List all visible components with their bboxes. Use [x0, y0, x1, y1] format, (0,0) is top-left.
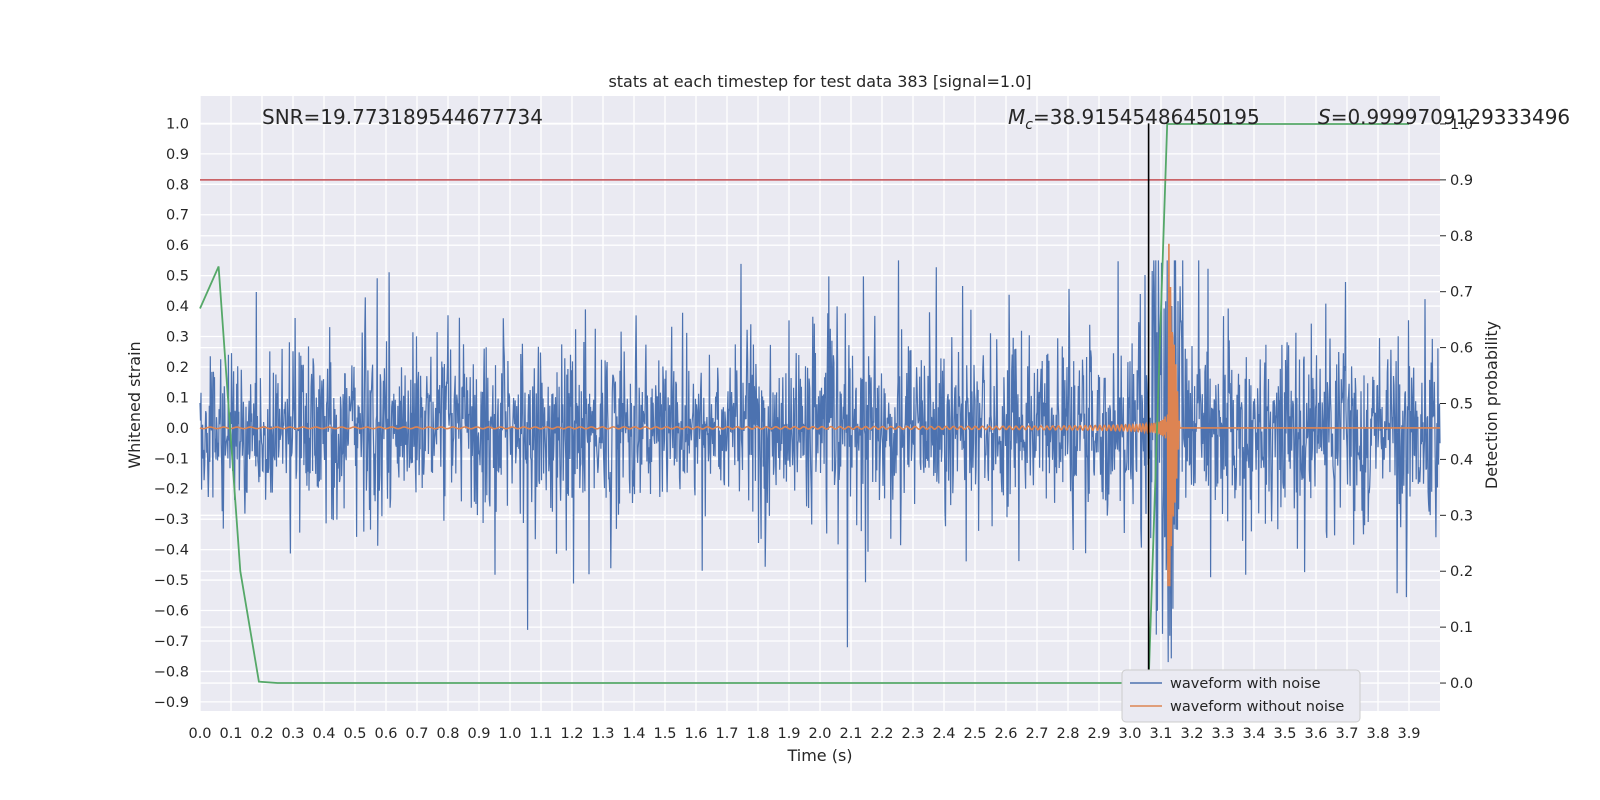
- y-tick-label: 0.5: [166, 269, 189, 285]
- y2-tick-label: 0.5: [1450, 397, 1473, 413]
- x-tick-label: 3.3: [1211, 726, 1234, 742]
- x-tick-label: 3.7: [1335, 726, 1358, 742]
- legend-label-noise: waveform with noise: [1170, 676, 1321, 692]
- x-tick-label: 2.4: [932, 726, 955, 742]
- y-tick-label: −0.6: [154, 604, 189, 620]
- y-axis-label: Whitened strain: [125, 341, 144, 468]
- y2-tick-label: 0.7: [1450, 285, 1473, 301]
- y2-tick-label: 1.0: [1450, 117, 1473, 133]
- x-tick-label: 3.4: [1242, 726, 1265, 742]
- snr-annotation: SNR=19.773189544677734: [262, 105, 543, 129]
- x-tick-label: 2.2: [870, 726, 893, 742]
- y-tick-label: −0.9: [154, 695, 189, 711]
- chirp-mass-value: =38.91545486450195: [1033, 105, 1260, 129]
- y2-axis-ticks: 1.0 0.9 0.8 0.7 0.6 0.5 0.4 0.3 0.2 0.1 0.0: [1440, 117, 1473, 692]
- x-tick-label: 0.4: [312, 726, 335, 742]
- x-tick-label: 0.6: [374, 726, 397, 742]
- x-tick-label: 2.7: [1025, 726, 1048, 742]
- x-tick-label: 1.1: [529, 726, 552, 742]
- x-tick-label: 2.1: [839, 726, 862, 742]
- x-tick-label: 1.7: [715, 726, 738, 742]
- x-tick-label: 2.5: [963, 726, 986, 742]
- x-tick-label: 3.9: [1397, 726, 1420, 742]
- x-tick-label: 2.0: [808, 726, 831, 742]
- y-tick-label: 0.2: [166, 360, 189, 376]
- y2-tick-label: 0.8: [1450, 229, 1473, 245]
- x-tick-label: 3.5: [1273, 726, 1296, 742]
- reference-lines: [200, 123, 1440, 684]
- x-tick-label: 3.0: [1118, 726, 1141, 742]
- x-axis-label: Time (s): [786, 746, 852, 765]
- y2-tick-label: 0.2: [1450, 564, 1473, 580]
- y-tick-label: 0.9: [166, 147, 189, 163]
- x-tick-label: 1.2: [560, 726, 583, 742]
- y2-tick-label: 0.4: [1450, 452, 1473, 468]
- y2-tick-label: 0.1: [1450, 620, 1473, 636]
- series-waveform-with-noise: [199, 260, 1441, 663]
- x-tick-label: 2.8: [1056, 726, 1079, 742]
- y-tick-label: −0.8: [154, 664, 189, 680]
- series-detection-probability: [199, 123, 1409, 684]
- chirp-mass-subscript: c: [1025, 117, 1033, 133]
- y-tick-label: −0.7: [154, 634, 189, 650]
- y-tick-label: 0.0: [166, 421, 189, 437]
- x-tick-label: 2.9: [1087, 726, 1110, 742]
- chirp-mass-annotation: Mc=38.91545486450195: [1008, 105, 1260, 133]
- y2-axis-label: Detection probability: [1482, 321, 1501, 489]
- y-tick-label: −0.4: [154, 543, 189, 559]
- y-tick-label: 0.8: [166, 177, 189, 193]
- y2-tick-label: 0.3: [1450, 508, 1473, 524]
- series-waveform-without-noise: [199, 243, 1440, 587]
- chart-title: stats at each timestep for test data 383…: [608, 72, 1031, 91]
- y-tick-label: −0.5: [154, 573, 189, 589]
- chirp-mass-symbol: M: [1008, 105, 1025, 129]
- legend-label-clean: waveform without noise: [1170, 699, 1344, 715]
- x-tick-label: 1.5: [653, 726, 676, 742]
- y-tick-label: 1.0: [166, 116, 189, 132]
- x-axis-ticks: 0.0 0.1 0.2 0.3 0.4 0.5 0.6 0.7 0.8 0.9 1.0 1.1 1.2 1…: [188, 726, 1420, 742]
- y-tick-label: −0.3: [154, 512, 189, 528]
- y-axis-ticks: 1.0 0.9 0.8 0.7 0.6 0.5 0.4 0.3 0.2 0.1 0.0 −0.1 −0.…: [154, 116, 189, 710]
- series-layer: [199, 123, 1441, 684]
- x-tick-label: 3.1: [1149, 726, 1172, 742]
- x-tick-label: 0.3: [281, 726, 304, 742]
- x-tick-label: 1.3: [591, 726, 614, 742]
- x-tick-label: 0.7: [405, 726, 428, 742]
- legend-box: [1121, 669, 1361, 723]
- y-tick-label: 0.4: [166, 299, 189, 315]
- s-value: =0.9999709129333496: [1331, 105, 1570, 129]
- x-tick-label: 0.5: [343, 726, 366, 742]
- x-tick-label: 0.8: [436, 726, 459, 742]
- legend: waveform with noise waveform without noi…: [1121, 669, 1361, 723]
- x-tick-label: 1.9: [777, 726, 800, 742]
- y-tick-label: 0.1: [166, 390, 189, 406]
- x-tick-label: 0.0: [188, 726, 211, 742]
- x-tick-label: 3.2: [1180, 726, 1203, 742]
- y2-tick-label: 0.0: [1450, 676, 1473, 692]
- x-tick-label: 0.9: [467, 726, 490, 742]
- y-tick-label: 0.3: [166, 330, 189, 346]
- x-tick-label: 3.6: [1304, 726, 1327, 742]
- y2-tick-label: 0.6: [1450, 341, 1473, 357]
- x-tick-label: 1.4: [622, 726, 645, 742]
- x-tick-label: 1.8: [746, 726, 769, 742]
- y-tick-label: −0.1: [154, 451, 189, 467]
- x-tick-label: 2.6: [994, 726, 1017, 742]
- s-annotation: S=0.9999709129333496: [1318, 105, 1570, 129]
- x-tick-label: 0.1: [219, 726, 242, 742]
- x-tick-label: 1.6: [684, 726, 707, 742]
- s-symbol: S: [1318, 105, 1331, 129]
- x-tick-label: 0.2: [250, 726, 273, 742]
- y-tick-label: 0.7: [166, 208, 189, 224]
- grid: [199, 96, 1440, 711]
- y-tick-label: −0.2: [154, 482, 189, 498]
- y-tick-label: 0.6: [166, 238, 189, 254]
- x-tick-label: 1.0: [498, 726, 521, 742]
- y2-tick-label: 0.9: [1450, 173, 1473, 189]
- x-tick-label: 3.8: [1366, 726, 1389, 742]
- x-tick-label: 2.3: [901, 726, 924, 742]
